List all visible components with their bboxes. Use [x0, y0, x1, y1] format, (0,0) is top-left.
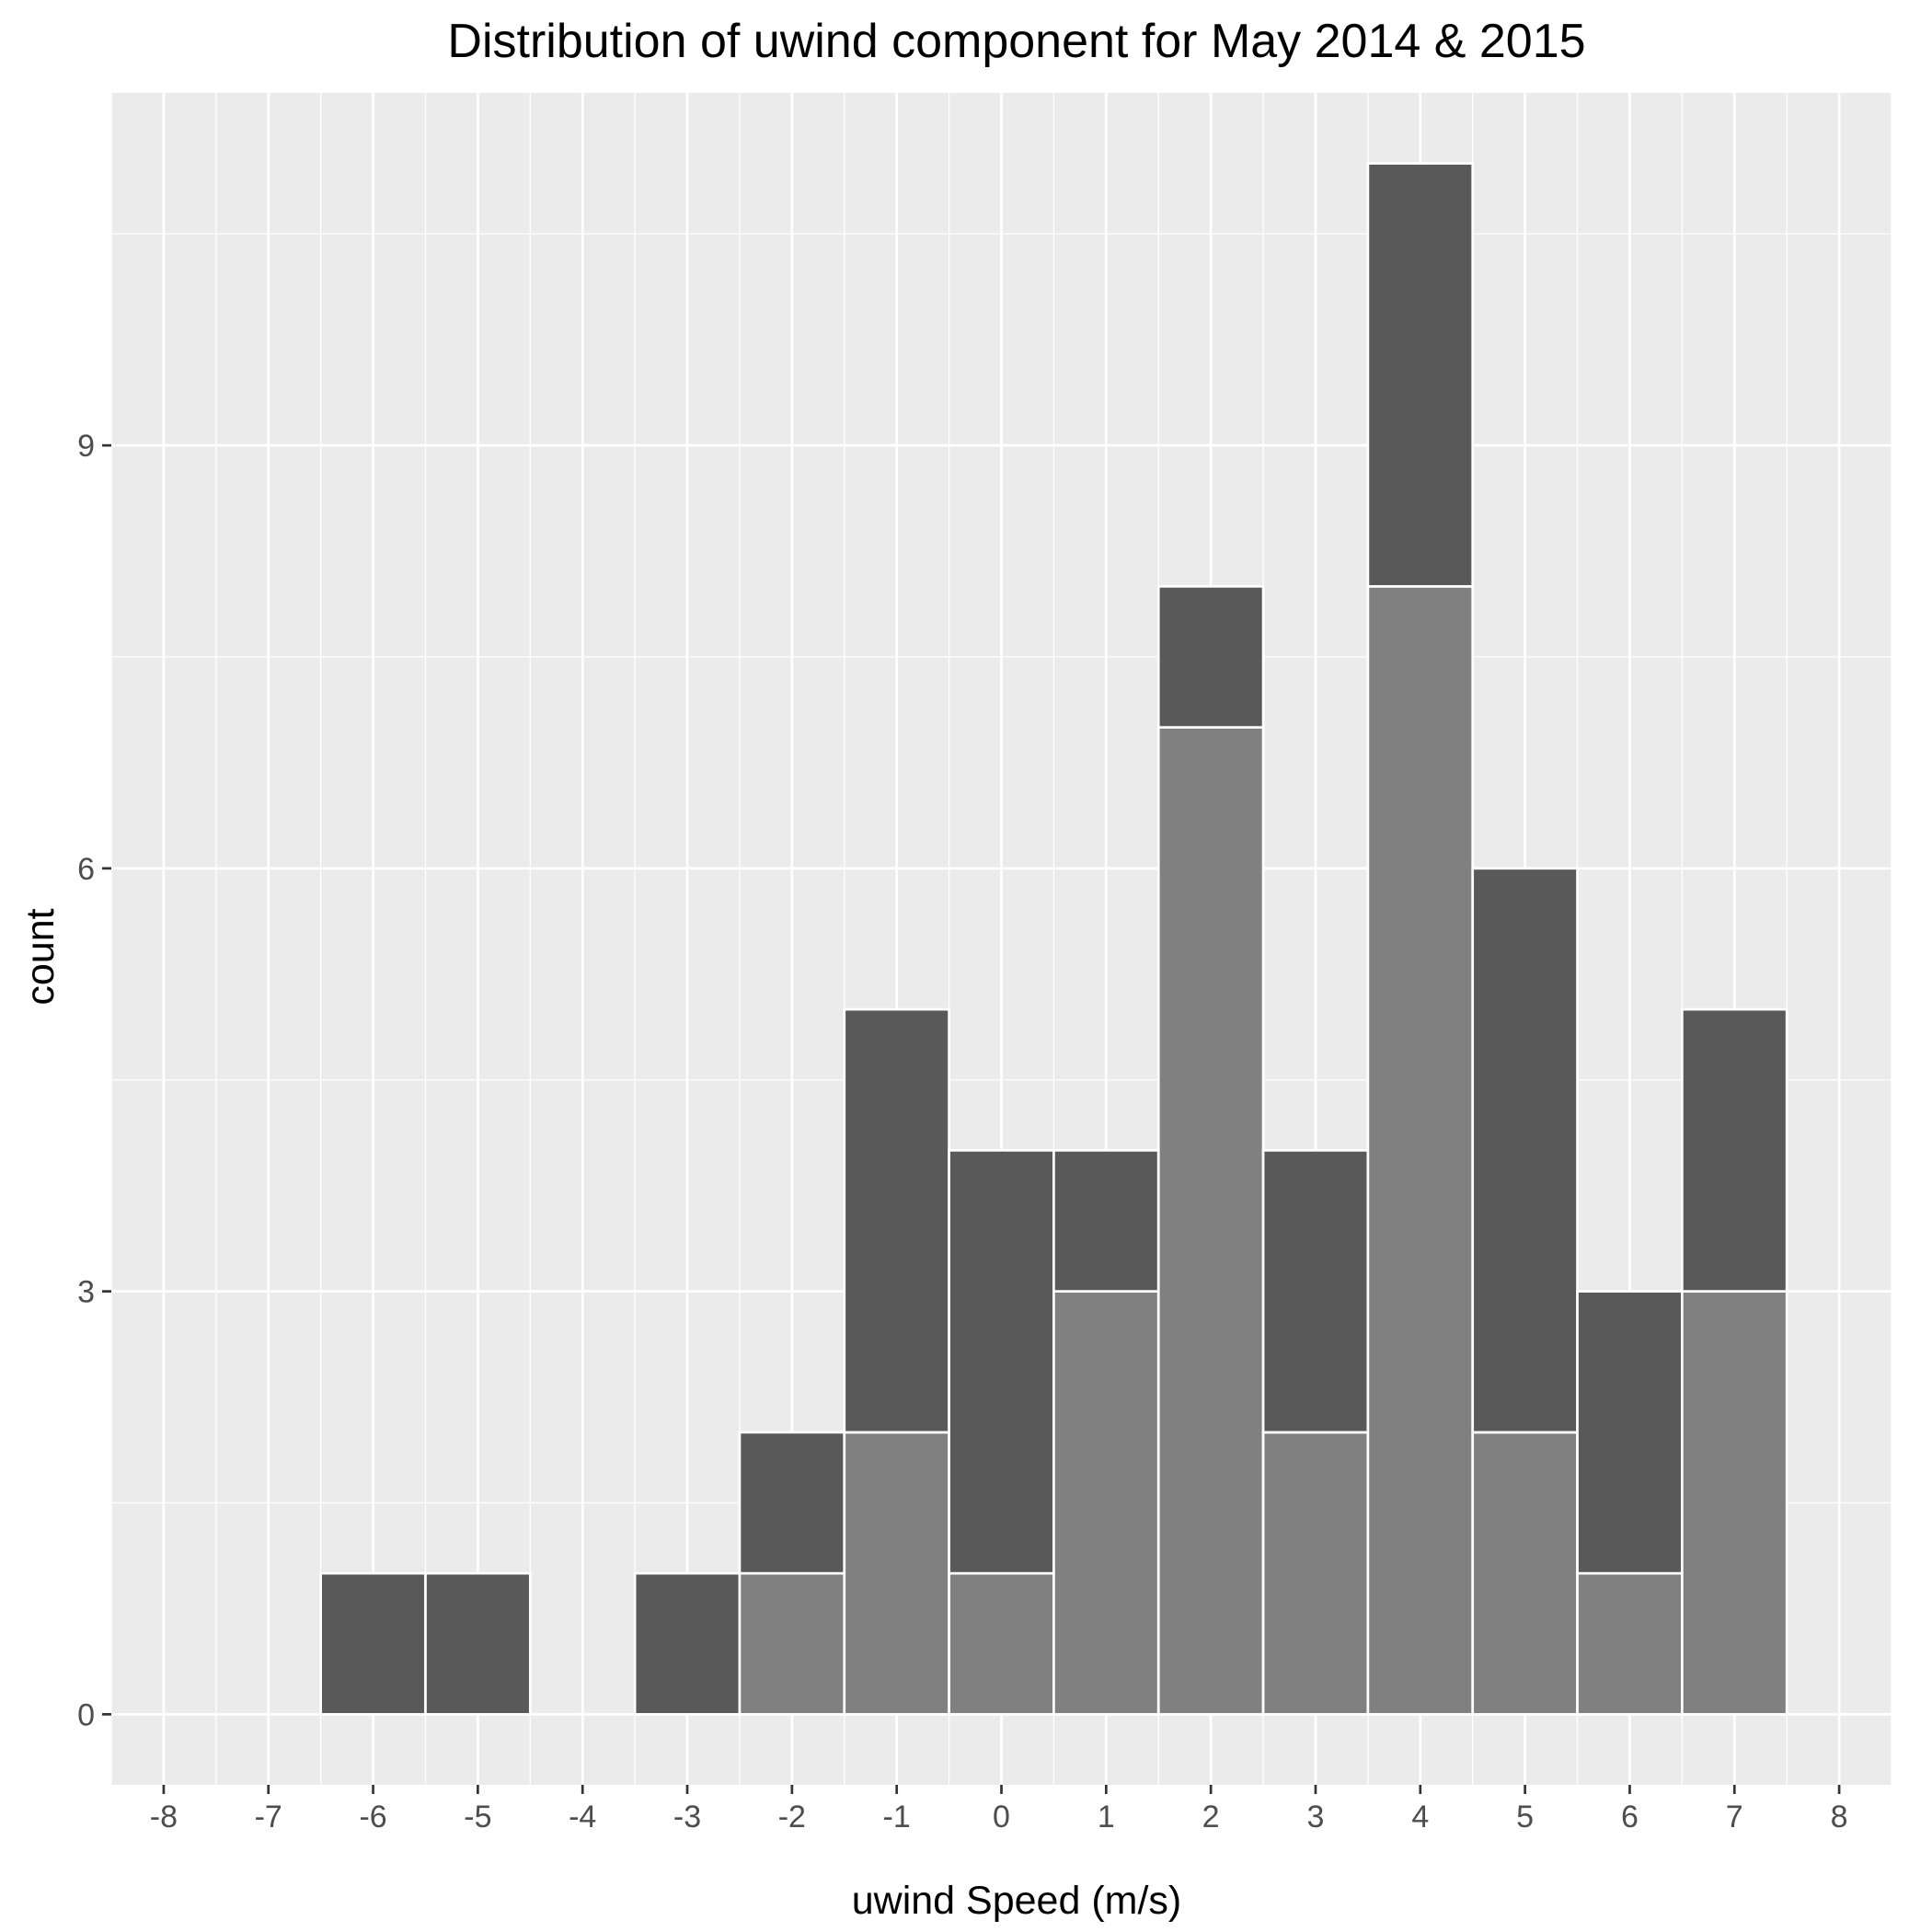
bar-segment-0-x2 [1156, 726, 1265, 1716]
bar-segment-1-x-2 [738, 1431, 846, 1575]
bars [319, 162, 1788, 1716]
bar-segment-1-x5 [1471, 867, 1579, 1434]
x-tick-label: -6 [359, 1800, 386, 1834]
x-tick-label: 2 [1202, 1800, 1220, 1834]
bar-segment-0-x5 [1471, 1431, 1579, 1716]
x-tick-label: -3 [673, 1800, 701, 1834]
x-axis: -8 -7 -6 -5 -4 -3 -2 -1 0 1 2 3 4 5 6 7 8 [150, 1785, 1848, 1834]
bar-segment-1-x0 [948, 1149, 1055, 1575]
y-tick-label: 3 [77, 1275, 95, 1310]
y-axis: 0 3 6 9 [77, 429, 111, 1732]
y-axis-title: count [18, 908, 63, 1005]
x-axis-title: uwind Speed (m/s) [852, 1879, 1182, 1923]
bar-segment-1-x1 [1052, 1149, 1160, 1293]
x-tick-label: 3 [1307, 1800, 1325, 1834]
bar-segment-1-x-3 [633, 1571, 742, 1716]
bar-segment-1-x3 [1261, 1149, 1370, 1434]
bar-segment-0-x-2 [738, 1571, 846, 1716]
bar-segment-1-x7 [1681, 1007, 1788, 1293]
bar-segment-0-x0 [948, 1571, 1055, 1716]
bar-segment-1-x2 [1156, 585, 1265, 729]
x-tick-label: 1 [1098, 1800, 1115, 1834]
x-tick-label: 7 [1726, 1800, 1743, 1834]
chart-title: Distribution of uwind component for May … [447, 15, 1585, 68]
bar-segment-0-x6 [1576, 1571, 1684, 1716]
bar-segment-0-x4 [1366, 585, 1475, 1716]
x-tick-label: 8 [1831, 1800, 1848, 1834]
x-tick-label: 6 [1621, 1800, 1639, 1834]
x-tick-label: -2 [778, 1800, 806, 1834]
x-tick-label: 0 [993, 1800, 1010, 1834]
bar-segment-1-x-5 [424, 1571, 532, 1716]
bar-segment-1-x4 [1366, 162, 1475, 588]
bar-segment-0-x7 [1681, 1290, 1788, 1716]
bar-segment-1-x6 [1576, 1290, 1684, 1575]
x-tick-label: -7 [255, 1800, 282, 1834]
bar-segment-0-x1 [1052, 1290, 1160, 1716]
x-tick-label: -8 [150, 1800, 178, 1834]
bar-segment-1-x-1 [843, 1007, 950, 1434]
x-tick-label: -5 [464, 1800, 491, 1834]
x-tick-label: 5 [1516, 1800, 1534, 1834]
x-tick-label: -1 [883, 1800, 911, 1834]
x-tick-label: 4 [1411, 1800, 1429, 1834]
bar-segment-0-x3 [1261, 1431, 1370, 1716]
y-tick-label: 9 [77, 429, 95, 464]
y-tick-label: 0 [77, 1697, 95, 1732]
bar-segment-0-x-1 [843, 1431, 950, 1716]
bar-segment-1-x-6 [319, 1571, 427, 1716]
x-tick-label: -4 [569, 1800, 596, 1834]
y-tick-label: 6 [77, 852, 95, 887]
